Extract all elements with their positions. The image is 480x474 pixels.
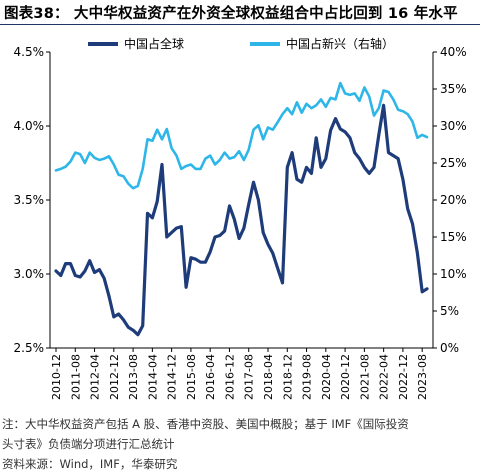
y-right-tick-label: 15% [440, 230, 467, 244]
series-line-china-em [54, 81, 429, 190]
x-tick-label: 2015-08 [185, 354, 198, 400]
x-tick-label: 2014-04 [146, 354, 159, 400]
source-note: 资料来源：Wind，IMF，华泰研究 [2, 457, 178, 471]
y-right-tick-label: 5% [440, 304, 459, 318]
x-tick-label: 2014-12 [166, 354, 179, 400]
x-tick-label: 2023-08 [416, 354, 429, 400]
y-right-tick-label: 25% [440, 156, 467, 170]
footnote-line-1: 注：大中华权益资产包括 A 股、香港中资股、美国中概股；基于 IMF《国际投资 [2, 417, 409, 431]
x-tick-label: 2022-12 [397, 354, 410, 400]
x-tick-label: 2012-04 [89, 354, 102, 400]
y-left-tick-label: 3.5% [14, 193, 45, 207]
x-tick-label: 2010-12 [50, 354, 63, 400]
x-tick-label: 2013-08 [127, 354, 140, 400]
footnote-line-2: 头寸表》负债端分项进行汇总统计 [2, 437, 175, 451]
y-right-tick-label: 10% [440, 267, 467, 281]
x-tick-label: 2016-04 [204, 354, 217, 400]
x-tick-label: 2018-04 [262, 354, 275, 400]
y-right-tick-label: 35% [440, 82, 467, 96]
y-right-tick-label: 20% [440, 193, 467, 207]
title-divider [0, 24, 480, 25]
y-left-tick-label: 3.0% [14, 267, 45, 281]
x-tick-label: 2020-12 [339, 354, 352, 400]
x-tick-label: 2020-04 [320, 354, 333, 400]
y-right-tick-label: 0% [440, 341, 459, 355]
dual-axis-line-chart: 中国占全球 中国占新兴（右轴） 2.5% 3.0% 3.5% 4.0% 4.5% 0% 5%… [14, 36, 467, 400]
series-lines [54, 81, 429, 337]
axes: 2.5% 3.0% 3.5% 4.0% 4.5% 0% 5% 10% 15% 20% 25% 30% 3… [14, 45, 467, 400]
series-line-china-global [54, 103, 429, 337]
x-tick-label: 2017-08 [243, 354, 256, 400]
y-left-tick-label: 4.0% [14, 119, 45, 133]
x-tick-label: 2021-08 [358, 354, 371, 400]
y-left-tick-label: 2.5% [14, 341, 45, 355]
legend: 中国占全球 中国占新兴（右轴） [88, 36, 394, 51]
x-tick-label: 2016-12 [223, 354, 236, 400]
y-right-tick-label: 30% [440, 119, 467, 133]
x-tick-label: 2011-08 [69, 354, 82, 400]
x-tick-label: 2018-12 [281, 354, 294, 400]
y-right-tick-label: 40% [440, 45, 467, 59]
x-tick-label: 2022-04 [378, 354, 391, 400]
chart-title: 图表38： 大中华权益资产在外资全球权益组合中占比回到 16 年水平 [4, 6, 458, 22]
x-tick-label: 2019-08 [301, 354, 314, 400]
y-left-tick-label: 4.5% [14, 45, 45, 59]
legend-label-china-em: 中国占新兴（右轴） [286, 36, 394, 51]
x-tick-label: 2012-12 [108, 354, 121, 400]
legend-label-china-global: 中国占全球 [124, 36, 184, 51]
